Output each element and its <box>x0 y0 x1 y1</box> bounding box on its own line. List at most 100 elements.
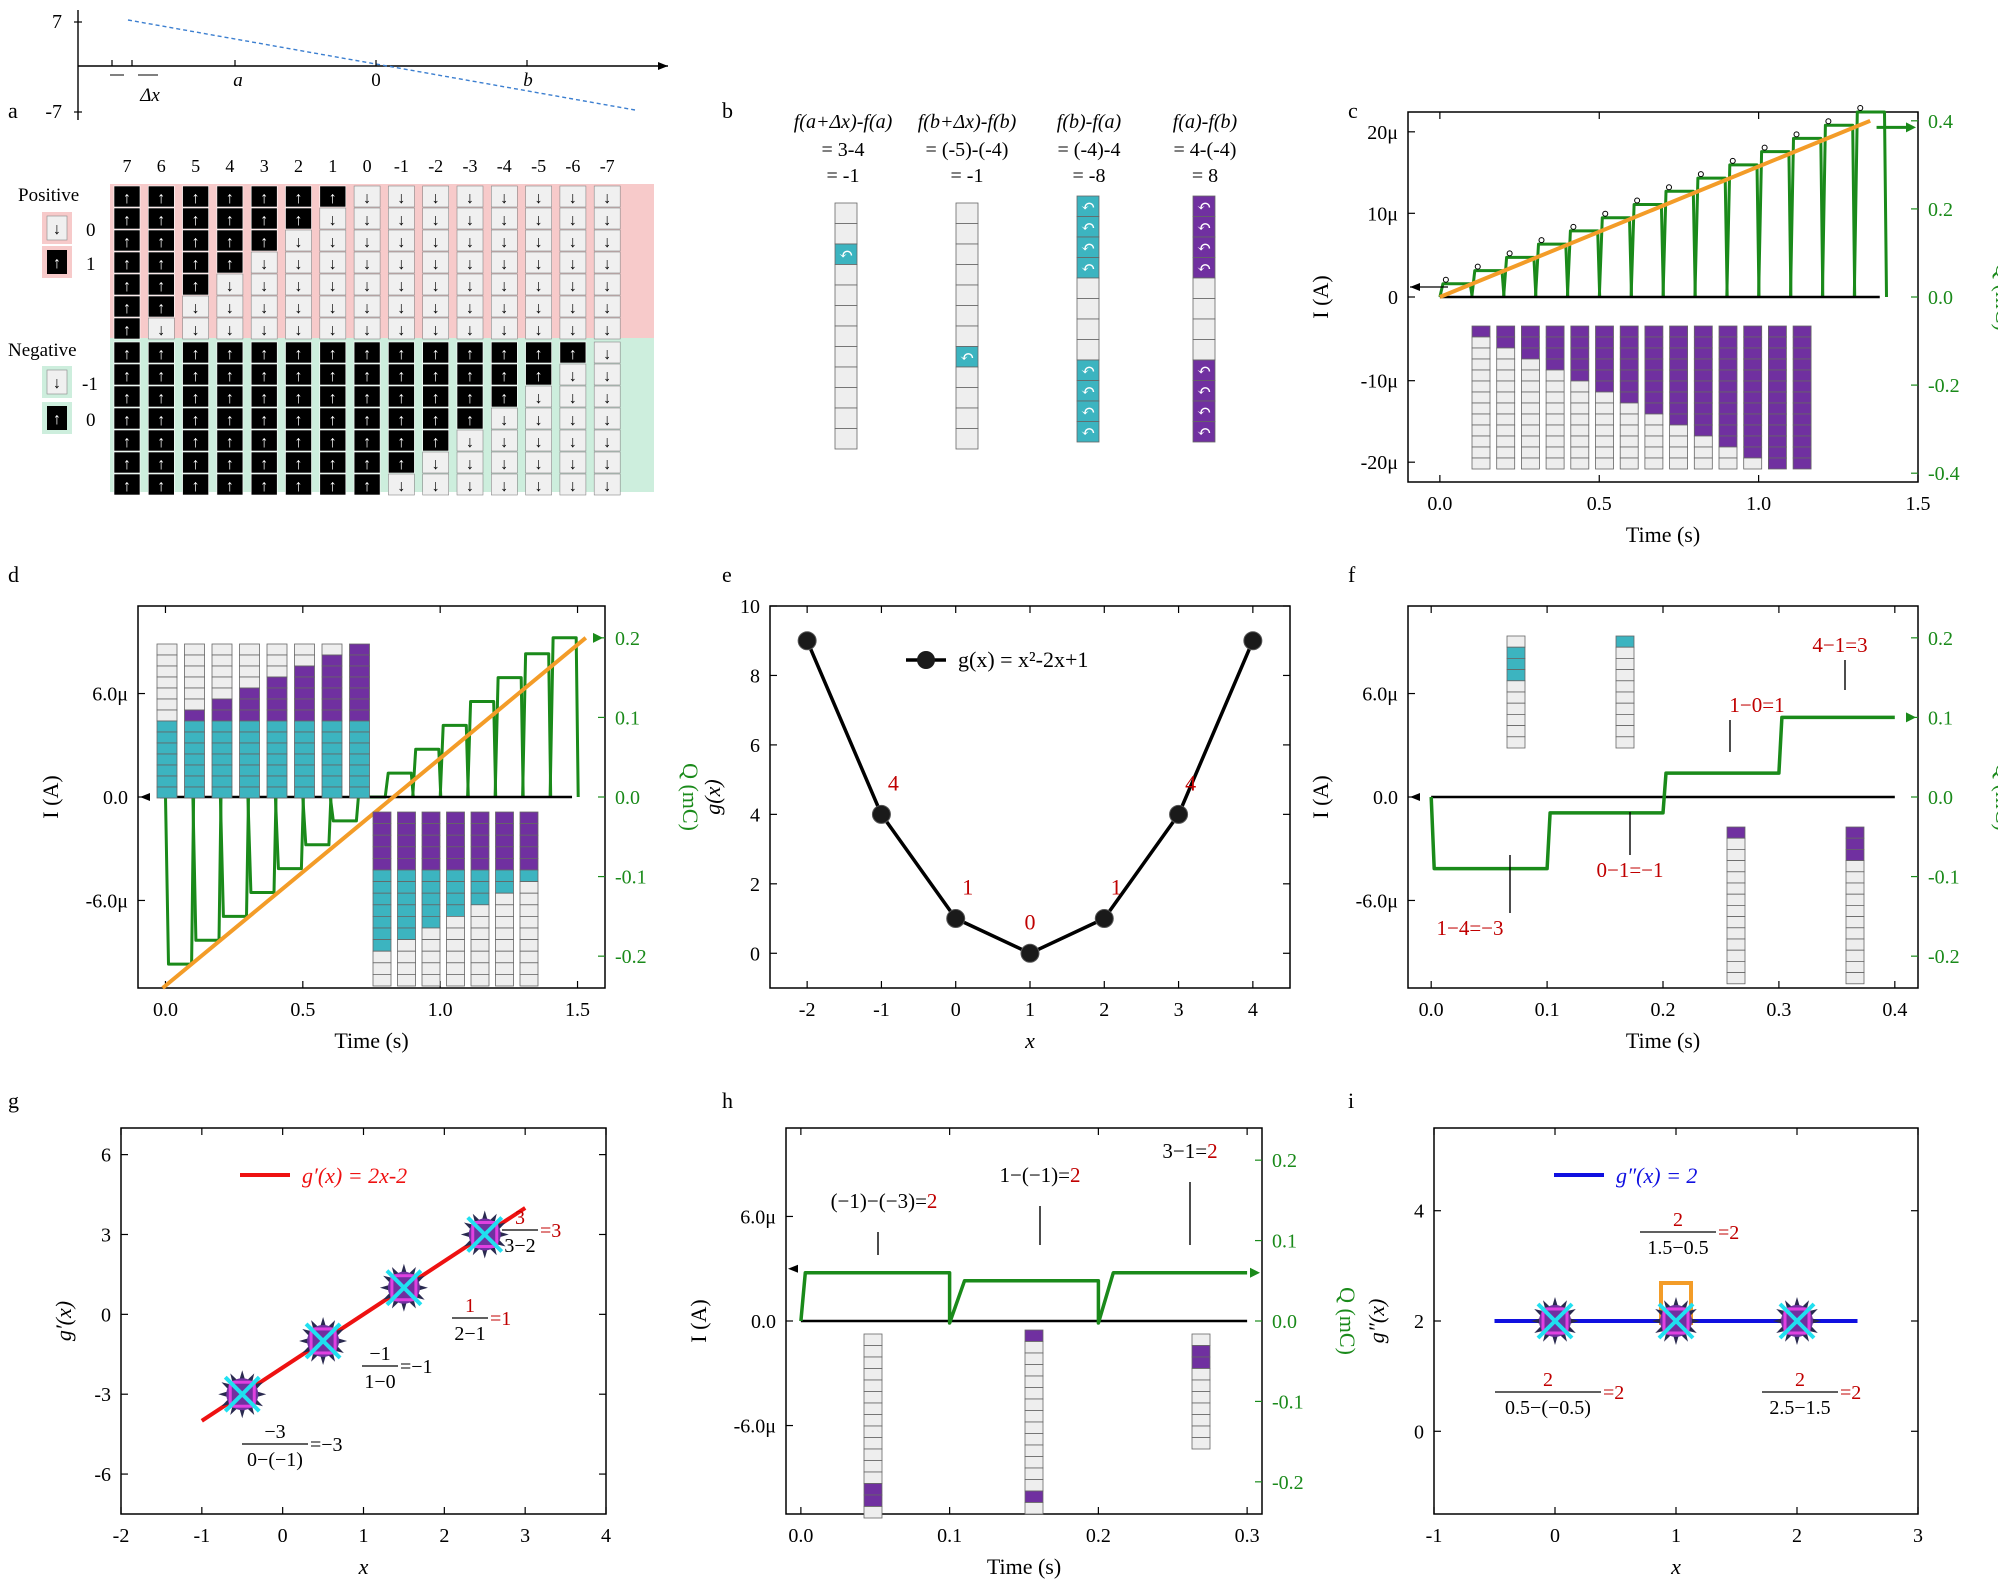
cell <box>1570 391 1590 404</box>
cell <box>446 950 465 964</box>
spin-cell <box>559 407 587 430</box>
spin-cell <box>559 451 587 474</box>
column-label: -6 <box>565 156 580 176</box>
spin-arrow: ↑ <box>157 234 165 251</box>
spin-arrow: ↓ <box>432 478 440 495</box>
spin-arrow: ↑ <box>192 368 200 385</box>
cell <box>1506 680 1526 693</box>
cell <box>1792 446 1812 459</box>
cell <box>1545 424 1565 437</box>
spin-cell <box>285 295 312 318</box>
panel-letter: a <box>8 98 18 123</box>
spin-cell <box>559 363 587 386</box>
x-axis-label: x <box>1024 1028 1035 1053</box>
data-point <box>946 909 966 929</box>
formula-result: = -1 <box>951 165 984 187</box>
cell <box>863 1506 883 1519</box>
y-tick-label: -6 <box>94 1464 111 1486</box>
spin-cell <box>182 363 209 386</box>
y2-tick-label: -0.2 <box>1272 1472 1304 1494</box>
cell <box>294 742 315 755</box>
spin-cell <box>319 273 347 296</box>
cell <box>1669 391 1688 404</box>
cell <box>1521 457 1540 470</box>
cell <box>1726 905 1746 918</box>
cell <box>1024 1364 1044 1377</box>
marker-square <box>1783 1307 1811 1335</box>
charge-pulse <box>191 796 223 942</box>
y2-tick-label: -0.2 <box>615 946 647 968</box>
spin-cell <box>456 429 484 452</box>
spin-arrow: ↑ <box>226 212 234 229</box>
cell <box>1471 435 1491 448</box>
cell <box>1693 347 1713 360</box>
fraction-result: =2 <box>1840 1382 1861 1404</box>
charge-trace <box>1429 715 1895 871</box>
y2-axis-label: Q (mC) <box>1991 263 1998 331</box>
spin-arrow: ↑ <box>329 412 337 429</box>
spin-arrow: ↓ <box>363 300 371 317</box>
y-tick-label: -6.0μ <box>1356 890 1398 912</box>
spin-arrow: ↑ <box>192 234 200 251</box>
cell <box>156 654 178 667</box>
spin-cell <box>182 407 209 430</box>
spin-cell <box>353 341 381 364</box>
legend-cell <box>47 406 67 430</box>
current-marker <box>1666 184 1672 191</box>
cell <box>1615 691 1635 704</box>
spin-cell <box>422 273 450 296</box>
cell <box>1718 358 1738 371</box>
cell <box>156 764 178 777</box>
cell <box>1545 347 1565 360</box>
cell <box>446 858 465 871</box>
column-label: 5 <box>191 156 200 176</box>
spin-cell <box>353 185 381 208</box>
spin-arrow: ↓ <box>500 212 508 229</box>
cell <box>349 731 370 744</box>
spin-arrow: ↓ <box>500 234 508 251</box>
cell <box>1726 972 1746 985</box>
spin-arrow: ↑ <box>157 346 165 363</box>
spin-cell <box>490 451 518 474</box>
legend-text: g″(x) = 2 <box>1616 1163 1697 1188</box>
y2-tick-label: -0.1 <box>615 867 647 889</box>
spin-arrow: ↓ <box>363 234 371 251</box>
inset-column <box>421 811 441 987</box>
spin-arrow: ↓ <box>603 278 611 295</box>
cell <box>1496 336 1516 349</box>
inset-column <box>211 643 233 799</box>
cell <box>294 764 315 777</box>
x-tick-label: 1 <box>359 1525 369 1547</box>
cell <box>495 881 514 894</box>
x-tick-label: 1.5 <box>565 999 590 1021</box>
y-tick-label: 7 <box>52 11 62 33</box>
cell <box>1726 882 1746 895</box>
y2-tick-label: 0.2 <box>1928 628 1953 650</box>
legend-cell <box>46 215 68 241</box>
spin-cell <box>559 429 587 452</box>
spin-cell <box>559 341 587 364</box>
cell <box>1471 413 1491 426</box>
cell <box>1496 380 1516 393</box>
cell <box>1076 298 1100 320</box>
cell <box>421 858 441 871</box>
cell <box>266 786 288 799</box>
cell <box>495 869 514 883</box>
cell <box>1644 402 1664 415</box>
legend-marker <box>917 651 935 669</box>
spin-arrow: ↑ <box>500 390 508 407</box>
cell <box>834 305 858 327</box>
spin-arrow: ↑ <box>260 234 268 251</box>
x-tick-label: -1 <box>1426 1525 1443 1547</box>
cell <box>863 1448 883 1461</box>
cell <box>1726 837 1746 850</box>
cell <box>1644 391 1664 404</box>
cell <box>266 731 288 744</box>
current-marker <box>1761 144 1768 151</box>
cell <box>470 811 490 825</box>
cell <box>1669 325 1688 338</box>
inset-column <box>397 811 416 987</box>
cell <box>1845 905 1865 918</box>
